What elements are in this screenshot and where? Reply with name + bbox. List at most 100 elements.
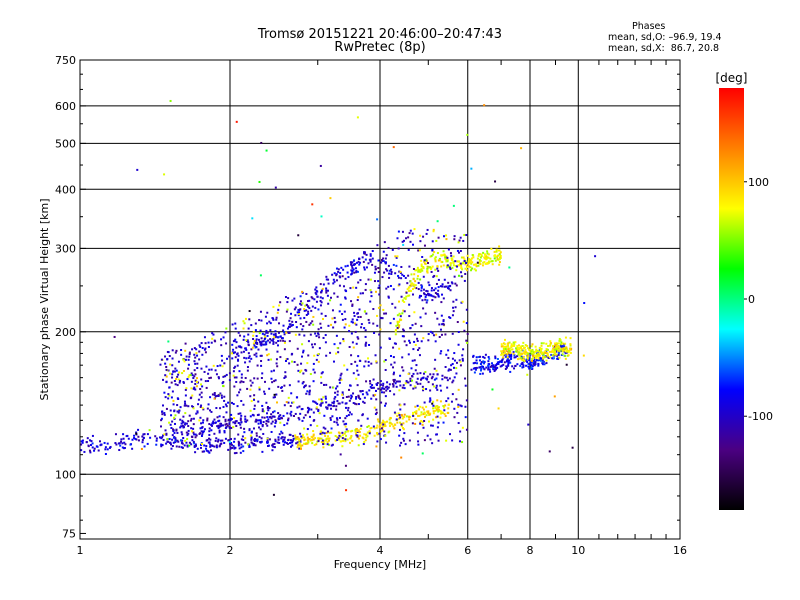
data-point xyxy=(461,359,464,362)
data-point xyxy=(432,412,435,415)
data-point xyxy=(327,435,330,438)
data-point xyxy=(424,312,427,315)
data-point xyxy=(422,408,425,411)
data-point xyxy=(487,368,490,371)
data-point xyxy=(447,349,450,352)
data-point xyxy=(162,378,165,381)
data-point xyxy=(275,318,278,321)
data-point xyxy=(383,423,386,426)
data-point xyxy=(510,357,513,360)
data-point xyxy=(200,367,203,370)
data-point xyxy=(394,306,397,309)
data-point xyxy=(244,441,247,444)
data-point xyxy=(445,353,448,356)
data-point xyxy=(427,411,430,414)
data-point xyxy=(271,444,274,447)
data-point xyxy=(297,416,300,419)
data-point xyxy=(329,418,332,421)
data-point xyxy=(245,348,248,351)
data-point xyxy=(513,356,516,359)
data-point xyxy=(405,415,408,418)
data-point xyxy=(205,449,208,452)
data-point xyxy=(364,360,367,363)
data-point xyxy=(243,322,246,325)
data-point xyxy=(494,255,497,258)
data-point xyxy=(431,299,434,302)
data-point xyxy=(437,289,440,292)
data-point xyxy=(537,352,540,355)
data-point xyxy=(340,440,343,443)
data-point xyxy=(294,436,297,439)
data-point xyxy=(355,377,358,380)
grid xyxy=(80,60,680,539)
data-point xyxy=(308,389,311,392)
data-point xyxy=(259,420,262,423)
data-point xyxy=(278,441,281,444)
data-point xyxy=(409,384,412,387)
data-point xyxy=(228,379,231,382)
data-point xyxy=(169,372,172,375)
data-point xyxy=(409,377,412,380)
data-point xyxy=(270,358,273,361)
data-point xyxy=(545,362,548,365)
data-point xyxy=(519,345,522,348)
data-point xyxy=(307,441,310,444)
data-point xyxy=(229,447,232,450)
data-point xyxy=(384,261,387,264)
data-point xyxy=(443,409,446,412)
data-point xyxy=(184,358,187,361)
data-point xyxy=(209,376,212,379)
data-point xyxy=(255,338,258,341)
data-point xyxy=(186,378,189,381)
data-point xyxy=(186,434,189,437)
data-point xyxy=(256,377,259,380)
data-point xyxy=(346,368,349,371)
data-point xyxy=(421,377,424,380)
data-point xyxy=(532,352,535,355)
data-point xyxy=(211,393,214,396)
data-point xyxy=(200,342,203,345)
data-point xyxy=(449,289,452,292)
data-point xyxy=(439,285,442,288)
data-point xyxy=(303,442,306,445)
data-point xyxy=(357,355,360,358)
data-point xyxy=(437,278,440,281)
data-point xyxy=(260,377,263,380)
data-point xyxy=(265,331,268,334)
data-point xyxy=(309,439,312,442)
data-point xyxy=(235,420,238,423)
data-point xyxy=(291,439,294,442)
data-point xyxy=(402,275,405,278)
data-point xyxy=(387,296,390,299)
data-point xyxy=(403,432,406,435)
data-point xyxy=(284,375,287,378)
data-point xyxy=(312,323,315,326)
data-point xyxy=(444,365,447,368)
data-point xyxy=(478,366,481,369)
data-point xyxy=(341,437,344,440)
data-point xyxy=(246,366,249,369)
data-point xyxy=(371,263,374,266)
data-point xyxy=(537,359,540,362)
data-point xyxy=(411,243,414,246)
data-point xyxy=(359,315,362,318)
data-point xyxy=(347,414,350,417)
data-point xyxy=(400,265,403,268)
data-point xyxy=(350,363,353,366)
data-point xyxy=(187,358,190,361)
data-point xyxy=(416,372,419,375)
data-point xyxy=(426,228,429,231)
data-point xyxy=(240,414,243,417)
data-point xyxy=(312,430,315,433)
data-point xyxy=(353,311,356,314)
data-point xyxy=(392,346,395,349)
data-point xyxy=(232,444,235,447)
data-point xyxy=(302,351,305,354)
data-point xyxy=(383,271,386,274)
data-point xyxy=(375,411,378,414)
data-point xyxy=(364,344,367,347)
data-point xyxy=(436,405,439,408)
data-point xyxy=(531,365,534,368)
data-point xyxy=(324,427,327,430)
data-point xyxy=(412,278,415,281)
